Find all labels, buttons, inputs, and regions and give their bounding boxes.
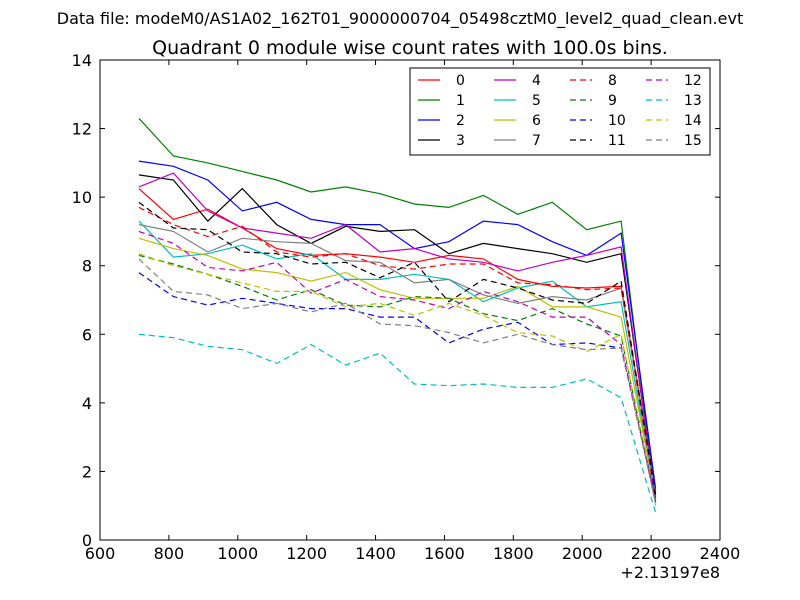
series-line-6 — [138, 237, 657, 500]
x-tick-label: 1000 — [217, 544, 258, 563]
legend-label-9: 9 — [608, 93, 617, 109]
legend-label-3: 3 — [456, 133, 465, 149]
legend-label-1: 1 — [456, 93, 465, 109]
series-line-1 — [138, 117, 657, 503]
legend-label-4: 4 — [532, 73, 541, 89]
x-offset-label: +2.13197e8 — [620, 563, 720, 582]
legend-box — [409, 67, 711, 156]
y-tick-label: 14 — [72, 51, 92, 70]
series-line-2 — [138, 160, 657, 489]
legend-label-10: 10 — [608, 113, 626, 129]
axes: 600 800 1000 1200 1400 1600 1800 2000 2200 2400 0 2… — [72, 51, 741, 563]
x-tick-label: 1800 — [493, 544, 534, 563]
y-tick-label: 0 — [82, 531, 92, 550]
series-line-14 — [138, 253, 657, 506]
data-file-suptitle: Data file: modeM0/AS1A02_162T01_90000007… — [57, 9, 743, 29]
series-line-11 — [138, 201, 657, 496]
legend-label-12: 12 — [684, 73, 702, 89]
series-line-15 — [138, 258, 657, 503]
series-line-3 — [138, 174, 657, 496]
legend-label-11: 11 — [608, 133, 626, 149]
series-line-4 — [138, 172, 657, 499]
chart-title: Quadrant 0 module wise count rates with … — [152, 37, 668, 59]
x-tick-label: 1600 — [424, 544, 465, 563]
y-tick-label: 10 — [72, 188, 92, 207]
legend-label-8: 8 — [608, 73, 617, 89]
series-line-7 — [138, 224, 657, 496]
y-tick-label: 2 — [82, 462, 92, 481]
series-line-13 — [138, 333, 657, 513]
legend-label-15: 15 — [684, 133, 702, 149]
x-tick-label: 600 — [85, 544, 116, 563]
x-tick-label: 1400 — [355, 544, 396, 563]
legend-label-13: 13 — [684, 93, 702, 109]
x-tick-label: 2000 — [562, 544, 603, 563]
y-tick-label: 8 — [82, 257, 92, 276]
x-tick-label: 2200 — [631, 544, 672, 563]
x-tick-label: 1200 — [286, 544, 327, 563]
legend-label-7: 7 — [532, 133, 541, 149]
x-tick-label: 800 — [154, 544, 185, 563]
series-line-8 — [138, 206, 657, 499]
y-tick-label: 4 — [82, 394, 92, 413]
legend-label-2: 2 — [456, 113, 465, 129]
x-tick-label: 2400 — [700, 544, 741, 563]
legend-label-5: 5 — [532, 93, 541, 109]
legend-label-14: 14 — [684, 113, 702, 129]
legend-label-0: 0 — [456, 73, 465, 89]
series-line-9 — [138, 254, 657, 503]
y-tick-label: 12 — [72, 120, 92, 139]
plot-area — [138, 117, 657, 513]
series-line-12 — [138, 230, 657, 503]
series-line-5 — [138, 220, 657, 501]
legend-label-6: 6 — [532, 113, 541, 129]
plot-frame — [99, 59, 721, 541]
y-tick-label: 6 — [82, 325, 92, 344]
